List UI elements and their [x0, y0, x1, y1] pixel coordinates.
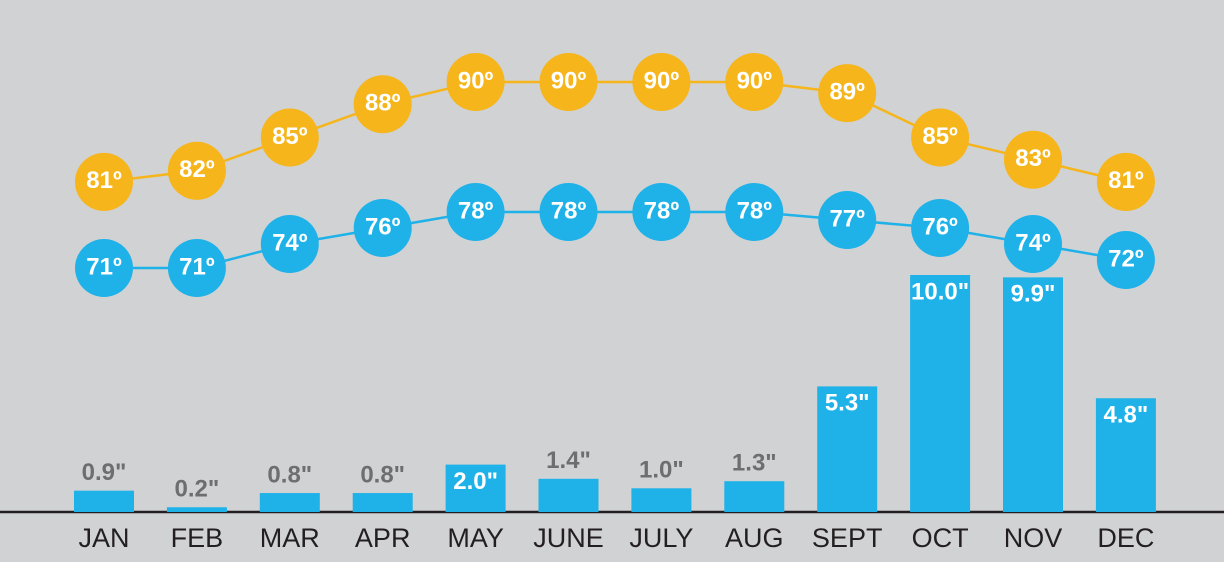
- point: [446, 53, 505, 111]
- point: [725, 183, 784, 241]
- point: [353, 75, 412, 134]
- point: [539, 53, 598, 111]
- value-label: 89º: [829, 78, 865, 105]
- point: [446, 183, 505, 241]
- x-tick-label: JULY: [629, 523, 693, 553]
- value-label: 81º: [86, 167, 122, 194]
- bar: [910, 275, 971, 512]
- point: [167, 141, 226, 200]
- point: [1096, 231, 1155, 289]
- bar: [352, 493, 413, 512]
- x-tick-label: MAY: [447, 523, 504, 553]
- point: [818, 64, 877, 123]
- bar: [166, 507, 227, 512]
- value-label: 77º: [829, 205, 865, 232]
- value-label: 0.8": [267, 461, 312, 488]
- value-label: 72º: [1108, 245, 1144, 272]
- value-label: 85º: [922, 123, 958, 150]
- value-label: 81º: [1108, 167, 1144, 194]
- value-label: 1.4": [546, 447, 591, 474]
- bar: [1095, 398, 1156, 512]
- x-tick-label: SEPT: [812, 523, 883, 553]
- x-tick-label: APR: [355, 523, 411, 553]
- value-label: 1.3": [732, 450, 777, 477]
- value-label: 82º: [179, 156, 215, 183]
- point: [911, 199, 970, 257]
- value-label: 83º: [1015, 145, 1051, 172]
- value-label: 71º: [86, 253, 122, 280]
- value-label: 78º: [737, 197, 773, 224]
- value-label: 10.0": [911, 278, 969, 305]
- value-label: 90º: [737, 67, 773, 94]
- point: [911, 108, 970, 167]
- point: [1004, 130, 1062, 189]
- point: [632, 183, 691, 241]
- bar: [817, 386, 878, 512]
- point: [167, 239, 226, 297]
- point: [75, 152, 133, 211]
- value-label: 0.8": [360, 461, 405, 488]
- line: [103, 80, 1127, 184]
- x-tick-label: OCT: [912, 523, 969, 553]
- value-label: 78º: [458, 197, 494, 224]
- point: [353, 199, 412, 257]
- bar: [445, 464, 506, 512]
- point: [260, 215, 319, 273]
- value-label: 76º: [922, 213, 958, 240]
- value-label: 71º: [179, 253, 215, 280]
- value-label: 90º: [458, 67, 494, 94]
- value-label: 2.0": [453, 468, 498, 495]
- value-label: 90º: [644, 67, 680, 94]
- point: [1004, 215, 1062, 273]
- value-label: 78º: [644, 197, 680, 224]
- x-tick-label: JUNE: [533, 523, 604, 553]
- value-label: 76º: [365, 213, 401, 240]
- point: [260, 108, 319, 167]
- x-tick-label: FEB: [171, 523, 224, 553]
- value-label: 5.3": [825, 390, 870, 417]
- point: [632, 53, 691, 111]
- point: [818, 191, 877, 249]
- bar: [259, 493, 320, 512]
- value-label: 88º: [365, 90, 401, 117]
- line: [104, 210, 1127, 270]
- x-tick-label: MAR: [260, 523, 320, 553]
- x-tick-label: JAN: [78, 523, 129, 553]
- value-label: 0.9": [82, 459, 127, 486]
- value-label: 9.9": [1011, 281, 1056, 308]
- value-label: 85º: [272, 123, 308, 150]
- x-tick-label: NOV: [1004, 523, 1063, 553]
- value-label: 4.8": [1104, 402, 1149, 429]
- point: [1096, 152, 1155, 211]
- x-tick-label: DEC: [1097, 523, 1154, 553]
- value-label: 74º: [272, 229, 308, 256]
- value-label: 0.2": [175, 476, 220, 503]
- bar: [631, 488, 692, 512]
- value-label: 78º: [551, 197, 587, 224]
- value-label: 90º: [551, 67, 587, 94]
- bar: [74, 490, 134, 512]
- bar: [538, 478, 599, 512]
- point: [75, 239, 133, 297]
- point: [539, 183, 598, 241]
- bar: [1003, 277, 1063, 512]
- value-label: 74º: [1015, 229, 1051, 256]
- bar: [724, 481, 785, 512]
- point: [725, 53, 784, 111]
- x-tick-label: AUG: [725, 523, 784, 553]
- value-label: 1.0": [639, 457, 684, 484]
